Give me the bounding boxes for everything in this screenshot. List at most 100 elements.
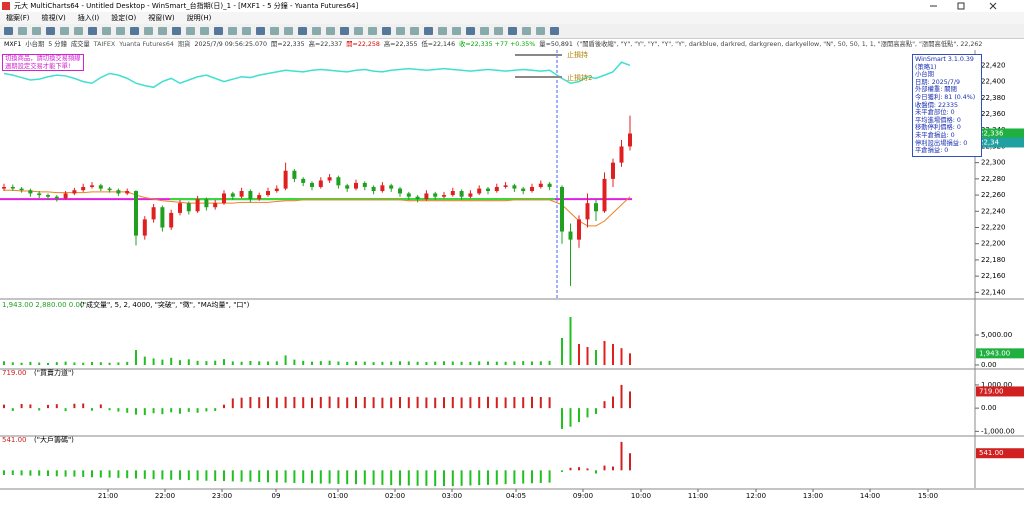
y-tick-label: 22,420	[981, 61, 1006, 69]
toolbar-button[interactable]	[508, 27, 517, 35]
candle-body	[477, 188, 482, 194]
toolbar-button[interactable]	[550, 27, 559, 35]
toolbar-button[interactable]	[522, 27, 531, 35]
candle-body	[81, 186, 86, 191]
volume-bar	[117, 362, 120, 365]
toolbar-button[interactable]	[242, 27, 251, 35]
chips-bar	[487, 470, 489, 485]
toolbar-button[interactable]	[396, 27, 405, 35]
chips-bar	[569, 467, 572, 471]
menu-item[interactable]: 說明(H)	[186, 14, 212, 22]
toolbar-button[interactable]	[340, 27, 349, 35]
chips-bar	[3, 470, 5, 476]
toolbar-button[interactable]	[536, 27, 545, 35]
menu-item[interactable]: 插入(I)	[77, 14, 100, 22]
toolbar-button[interactable]	[480, 27, 489, 35]
toolbar-button[interactable]	[284, 27, 293, 35]
volume-bar	[478, 361, 481, 365]
toolbar-button[interactable]	[172, 27, 181, 35]
toolbar-button[interactable]	[466, 27, 475, 35]
toolbar-button[interactable]	[200, 27, 209, 35]
force-bar	[161, 408, 164, 415]
maximize[interactable]	[957, 2, 965, 10]
force-bar	[548, 397, 551, 409]
toolbar-button[interactable]	[88, 27, 97, 35]
chips-bar	[99, 470, 102, 478]
force-bar	[478, 397, 481, 409]
toolbar-button[interactable]	[18, 27, 27, 35]
close[interactable]	[989, 2, 997, 10]
toolbar-button[interactable]	[438, 27, 447, 35]
toolbar-button[interactable]	[452, 27, 461, 35]
toolbar-button[interactable]	[410, 27, 419, 35]
menu-item[interactable]: 設定(O)	[111, 14, 137, 22]
toolbar-button[interactable]	[130, 27, 139, 35]
menu-item[interactable]: 視窗(W)	[148, 14, 175, 22]
info-line: 外部權重: 關閉	[915, 86, 957, 94]
y-tick-label: 22,380	[981, 94, 1006, 102]
menu-item[interactable]: 檔案(F)	[6, 14, 30, 22]
chips-bar	[64, 470, 67, 477]
toolbar-button[interactable]	[74, 27, 83, 35]
app-icon	[2, 2, 10, 10]
header-field: 成交量	[70, 41, 90, 48]
toolbar-button[interactable]	[270, 27, 279, 35]
candle-body	[568, 231, 573, 240]
annotation: 止損持	[567, 50, 588, 59]
force-bar	[522, 397, 525, 409]
toolbar-button[interactable]	[326, 27, 335, 35]
toolbar-button[interactable]	[214, 27, 223, 35]
toolbar-button[interactable]	[144, 27, 153, 35]
volume-bar	[522, 361, 525, 365]
volume-bar	[363, 361, 366, 365]
force-bar	[595, 408, 597, 414]
force-bar	[302, 397, 305, 409]
toolbar-button[interactable]	[102, 27, 111, 35]
chips-bar	[355, 470, 357, 485]
force-bar	[363, 397, 366, 409]
toolbar-button[interactable]	[298, 27, 307, 35]
force-bar	[311, 397, 313, 409]
toolbar-button[interactable]	[424, 27, 433, 35]
volume-bar	[143, 356, 146, 365]
toolbar-button[interactable]	[186, 27, 195, 35]
force-bar	[504, 397, 507, 409]
chips-bar	[346, 470, 349, 485]
force-bar	[355, 396, 357, 409]
oscillator-line	[3, 61, 631, 89]
toolbar-button[interactable]	[256, 27, 265, 35]
force-bar	[469, 397, 472, 409]
volume-bar	[20, 362, 23, 365]
volume-bar	[82, 362, 85, 365]
volume-bar	[443, 361, 445, 365]
toolbar-button[interactable]	[354, 27, 363, 35]
info-line: 收盤價: 22335	[915, 101, 959, 109]
volume-bar	[240, 361, 243, 365]
x-tick-label: 09	[272, 492, 281, 500]
toolbar-icons	[4, 27, 559, 35]
chips-bar	[117, 470, 120, 478]
toolbar-button[interactable]	[158, 27, 167, 35]
toolbar-button[interactable]	[368, 27, 377, 35]
toolbar-button[interactable]	[4, 27, 13, 35]
force-bar	[47, 404, 49, 409]
toolbar-button[interactable]	[228, 27, 237, 35]
candle-body	[433, 193, 438, 197]
toolbar-button[interactable]	[494, 27, 503, 35]
volume-label: 1,943.00	[979, 349, 1010, 357]
chips-bar	[620, 441, 623, 471]
volume-bar	[487, 361, 489, 365]
candle-body	[204, 199, 209, 208]
toolbar-button[interactable]	[32, 27, 41, 35]
candle-body	[459, 191, 464, 197]
candle-body	[178, 203, 182, 213]
toolbar-button[interactable]	[60, 27, 69, 35]
toolbar-button[interactable]	[46, 27, 55, 35]
toolbar-button[interactable]	[382, 27, 391, 35]
volume-bar	[629, 353, 631, 365]
toolbar-button[interactable]	[312, 27, 321, 35]
toolbar-button[interactable]	[116, 27, 125, 35]
menu-item[interactable]: 檢視(V)	[41, 14, 66, 22]
x-tick-label: 11:00	[688, 492, 708, 500]
volume-bar	[539, 361, 542, 365]
